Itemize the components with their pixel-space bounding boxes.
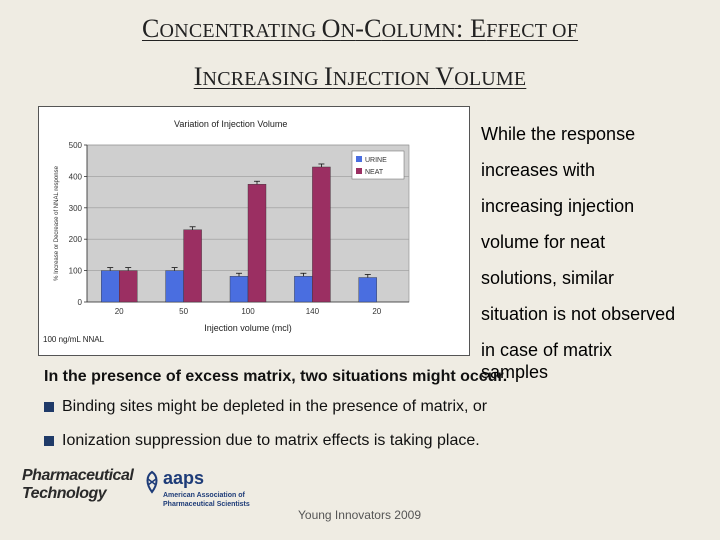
y-tick-label: 500 (69, 141, 83, 150)
key-statement: In the presence of excess matrix, two si… (44, 368, 508, 385)
y-tick-label: 300 (69, 204, 83, 213)
bar-neat (247, 184, 267, 303)
aaps-subtitle-2: Pharmaceutical Scientists (163, 501, 250, 508)
title_line1-cap-0: C (141, 14, 160, 43)
side-line: in case of matrix (481, 340, 613, 360)
title_line1-cap-3: : E (455, 14, 487, 43)
bar-chart: Variation of Injection Volume 0 100 200 300 4… (54, 119, 410, 333)
aaps-logo: aaps American Association of Pharmaceuti… (143, 468, 268, 514)
legend-label: URINE (365, 157, 387, 164)
chart-title: Variation of Injection Volume (174, 119, 287, 129)
bullet-list: Binding sites might be depleted in the p… (44, 398, 684, 466)
bar-neat (118, 270, 138, 303)
bar-urine (101, 270, 120, 303)
x-tick-label: 100 (241, 307, 255, 316)
title_line2-cap-2: V (435, 62, 455, 91)
side-line: solutions, similar (481, 268, 615, 288)
y-tick-label: 100 (69, 267, 83, 276)
bar-neat (183, 229, 202, 303)
bar-neat (312, 166, 331, 303)
title_line2-rest-2: OLUME (454, 68, 527, 90)
legend-swatch (356, 156, 362, 162)
square-bullet-icon (44, 436, 54, 446)
title_line1-rest-0: ONCENTRATING (159, 20, 322, 42)
bar-urine (358, 277, 377, 303)
side-line: increases with (481, 160, 596, 180)
legend-box (351, 150, 405, 180)
x-tick-label: 20 (115, 307, 124, 316)
side-line: volume for neat (481, 232, 606, 252)
logo-pt-line1: Pharmaceutical (22, 467, 134, 484)
bullet-item: Ionization suppression due to matrix eff… (44, 432, 684, 450)
slide-title-line-2: INCREASING INJECTION VOLUME (0, 62, 720, 92)
x-tick-label: 20 (372, 307, 381, 316)
y-tick-label: 200 (69, 235, 83, 244)
bullet-text: Ionization suppression due to matrix eff… (62, 432, 480, 449)
side-explanation: While the response increases with increasi… (481, 116, 711, 390)
y-tick-label: 0 (78, 298, 83, 307)
title_line1-rest-1: N (340, 20, 356, 42)
aaps-emblem-icon (146, 470, 158, 494)
bar-urine (229, 276, 249, 303)
legend-label: NEAT (365, 169, 384, 176)
aaps-subtitle-1: American Association of (163, 492, 245, 499)
slide-title-line-1: CONCENTRATING ON-COLUMN: EFFECT OF (0, 14, 720, 44)
legend-swatch (356, 168, 362, 174)
x-axis-label: Injection volume (mcl) (204, 323, 292, 333)
bullet-text: Binding sites might be depleted in the p… (62, 398, 488, 415)
title_line1-cap-1: O (321, 14, 341, 43)
side-line: samples (481, 362, 549, 382)
title_line1-rest-3: FFECT OF (486, 20, 579, 42)
square-bullet-icon (44, 402, 54, 412)
side-line: While the response (481, 124, 636, 144)
logo-pt-line2: Technology (22, 485, 107, 502)
title_line1-cap-2: -C (355, 14, 382, 43)
title_line2-rest-0: NCREASING (202, 68, 324, 90)
y-tick-label: 400 (69, 172, 83, 181)
bar-urine (294, 276, 313, 303)
bar-urine (165, 270, 184, 303)
side-line: situation is not observed (481, 304, 676, 324)
x-tick-label: 50 (179, 307, 188, 316)
x-tick-label: 140 (306, 307, 320, 316)
pharmaceutical-technology-logo: Pharmaceutical Technology (22, 467, 137, 511)
footer-text: Young Innovators 2009 (298, 508, 421, 522)
bullet-item: Binding sites might be depleted in the p… (44, 398, 684, 416)
title_line2-cap-0: I (193, 62, 203, 91)
side-line: increasing injection (481, 196, 635, 216)
chart-footnote: 100 ng/mL NNAL (43, 335, 105, 344)
aaps-wordmark: aaps (163, 468, 205, 488)
title_line2-rest-1: NJECTION (332, 68, 436, 90)
title_line1-rest-2: OLUMN (381, 20, 456, 42)
chart-panel: Variation of Injection Volume 0 100 200 300 4… (38, 106, 470, 356)
title_line2-cap-1: I (324, 62, 333, 91)
y-axis-label: % Increase or Decrease of NNAL response (54, 165, 60, 280)
